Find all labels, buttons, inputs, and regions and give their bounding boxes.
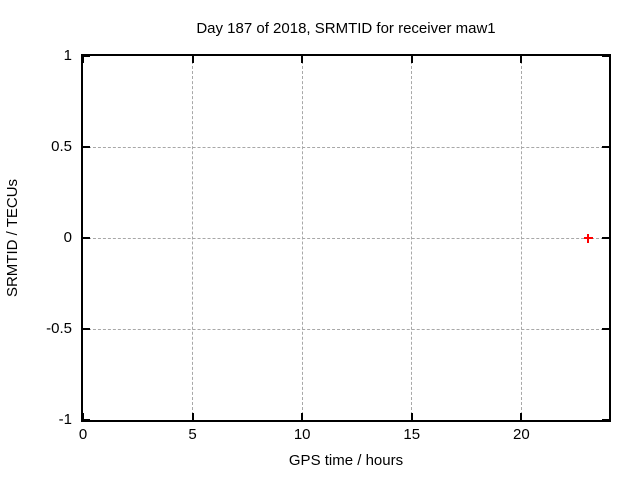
y-tick-mark-right xyxy=(602,146,609,148)
y-tick-mark-left xyxy=(83,419,90,421)
x-tick-label: 20 xyxy=(512,426,530,443)
chart-title: Day 187 of 2018, SRMTID for receiver maw… xyxy=(196,20,496,37)
x-tick-label: 15 xyxy=(403,426,421,443)
y-tick-mark-left xyxy=(83,237,90,239)
gridline-horizontal xyxy=(83,146,609,148)
x-tick-mark-top xyxy=(410,56,413,63)
x-tick-mark-bottom xyxy=(191,413,194,420)
x-tick-mark-bottom xyxy=(410,413,413,420)
x-tick-mark-top xyxy=(191,56,194,63)
x-tick-mark-bottom xyxy=(520,413,523,420)
plot-area xyxy=(81,54,611,422)
y-tick-mark-right xyxy=(602,419,609,421)
data-point-marker-vertical xyxy=(587,234,590,243)
x-tick-mark-bottom xyxy=(301,413,304,420)
y-tick-mark-left xyxy=(83,328,90,330)
x-tick-mark-top xyxy=(520,56,523,63)
x-tick-label: 5 xyxy=(188,426,197,443)
y-tick-mark-right xyxy=(602,55,609,57)
x-tick-mark-top xyxy=(301,56,304,63)
y-tick-label: 0 xyxy=(63,229,72,246)
x-tick-mark-top xyxy=(82,56,84,63)
y-tick-mark-right xyxy=(602,328,609,330)
x-tick-mark-bottom xyxy=(82,413,84,420)
y-tick-label: 1 xyxy=(63,47,72,64)
y-tick-label: -0.5 xyxy=(46,320,72,337)
y-tick-mark-right xyxy=(602,237,609,239)
y-tick-mark-left xyxy=(83,146,90,148)
x-axis-label: GPS time / hours xyxy=(288,452,404,469)
y-tick-label: 0.5 xyxy=(51,138,72,155)
gridline-horizontal xyxy=(83,237,609,239)
y-tick-label: -1 xyxy=(58,411,72,428)
x-tick-label: 10 xyxy=(293,426,311,443)
y-tick-mark-left xyxy=(83,55,90,57)
x-tick-label: 0 xyxy=(78,426,88,443)
gridline-horizontal xyxy=(83,328,609,330)
